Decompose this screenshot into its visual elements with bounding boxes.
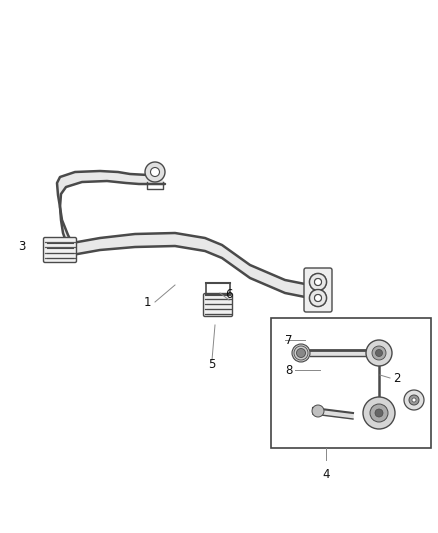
Polygon shape: [57, 171, 165, 255]
Polygon shape: [310, 350, 371, 356]
Circle shape: [310, 273, 326, 290]
Text: 8: 8: [285, 364, 293, 376]
Text: 2: 2: [393, 372, 401, 384]
Polygon shape: [72, 233, 330, 301]
Bar: [271, 318, 431, 448]
FancyBboxPatch shape: [43, 238, 77, 262]
Circle shape: [292, 344, 310, 362]
Circle shape: [409, 395, 419, 405]
Text: 5: 5: [208, 359, 215, 372]
Circle shape: [404, 390, 424, 410]
Circle shape: [412, 398, 416, 402]
FancyBboxPatch shape: [304, 268, 332, 312]
Circle shape: [370, 404, 388, 422]
Circle shape: [363, 397, 395, 429]
Text: 6: 6: [225, 288, 233, 302]
Circle shape: [310, 289, 326, 306]
Circle shape: [151, 167, 159, 176]
FancyBboxPatch shape: [204, 294, 233, 317]
Circle shape: [366, 340, 392, 366]
Circle shape: [372, 346, 386, 360]
Circle shape: [297, 349, 305, 358]
Polygon shape: [313, 408, 353, 419]
Text: 4: 4: [322, 467, 330, 481]
Circle shape: [310, 273, 326, 290]
Circle shape: [314, 279, 321, 286]
Circle shape: [145, 162, 165, 182]
Circle shape: [375, 409, 383, 417]
Text: 1: 1: [143, 295, 151, 309]
Circle shape: [375, 350, 382, 357]
Circle shape: [314, 295, 321, 302]
Circle shape: [314, 295, 321, 302]
Circle shape: [312, 405, 324, 417]
Circle shape: [310, 289, 326, 306]
Circle shape: [314, 279, 321, 286]
Text: 3: 3: [18, 240, 26, 254]
Text: 7: 7: [285, 334, 293, 346]
